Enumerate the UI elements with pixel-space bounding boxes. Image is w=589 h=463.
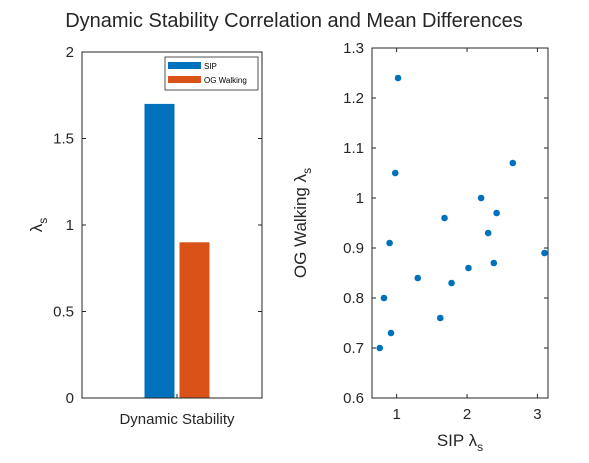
scatter-point [376,344,384,352]
bar-ytick-label: 1 [66,217,74,234]
legend-swatch-og-walking [168,76,201,83]
scatter-point [490,259,498,267]
scatter-point [448,279,455,287]
scatter-ytick-label: 1.1 [343,140,364,157]
bar-chart: 0 0.5 1 1.5 2 Dynamic Stability λs SIP OG Wa… [27,44,263,428]
bar-y-axis-label: λs [27,218,50,233]
scatter-ytick-label: 0.8 [343,290,364,307]
scatter-point [477,194,485,202]
scatter-ytick-label: 1.2 [343,90,364,107]
scatter-point [441,214,448,222]
scatter-point [484,229,492,237]
scatter-point [391,169,399,177]
scatter-y-axis-label: OG Walking λs [291,168,314,278]
bar-ytick-label: 0 [66,390,74,407]
scatter-x-axis-label: SIP λs [437,431,483,454]
scatter-chart: 1 2 3 0.6 0.7 0.8 0.9 1 1.1 1.2 1.3 SIP λs OG Wal… [291,40,549,454]
bar-ytick-label: 0.5 [53,304,74,321]
scatter-axes-box [371,47,549,399]
scatter-point [386,239,393,247]
bar-xtick-label: Dynamic Stability [119,411,235,428]
scatter-point [509,159,517,167]
scatter-point [493,209,500,217]
figure-title: Dynamic Stability Correlation and Mean D… [65,10,523,32]
scatter-point [380,294,388,302]
legend-label-sip: SIP [204,62,217,71]
scatter-point [414,274,422,282]
scatter-point [465,264,472,272]
bar-ytick-label: 1.5 [53,131,74,148]
scatter-xtick-label: 1 [392,406,400,423]
scatter-xtick-label: 2 [463,406,471,423]
bar-legend: SIP OG Walking [164,56,259,91]
bar-sip [144,103,175,399]
scatter-xtick-label: 3 [533,406,541,423]
scatter-ytick-label: 1.3 [343,40,364,57]
bar-ytick-label: 2 [66,44,74,61]
scatter-ytick-label: 0.6 [343,390,364,407]
scatter-point [436,314,444,322]
scatter-point [387,329,395,337]
legend-swatch-sip [168,62,201,69]
scatter-point [394,74,402,82]
scatter-ytick-label: 0.7 [343,340,364,357]
scatter-point [541,249,548,257]
scatter-ytick-label: 1 [356,190,364,207]
bar-og-walking [179,242,210,398]
scatter-ytick-label: 0.9 [343,240,364,257]
legend-label-og-walking: OG Walking [204,76,247,85]
